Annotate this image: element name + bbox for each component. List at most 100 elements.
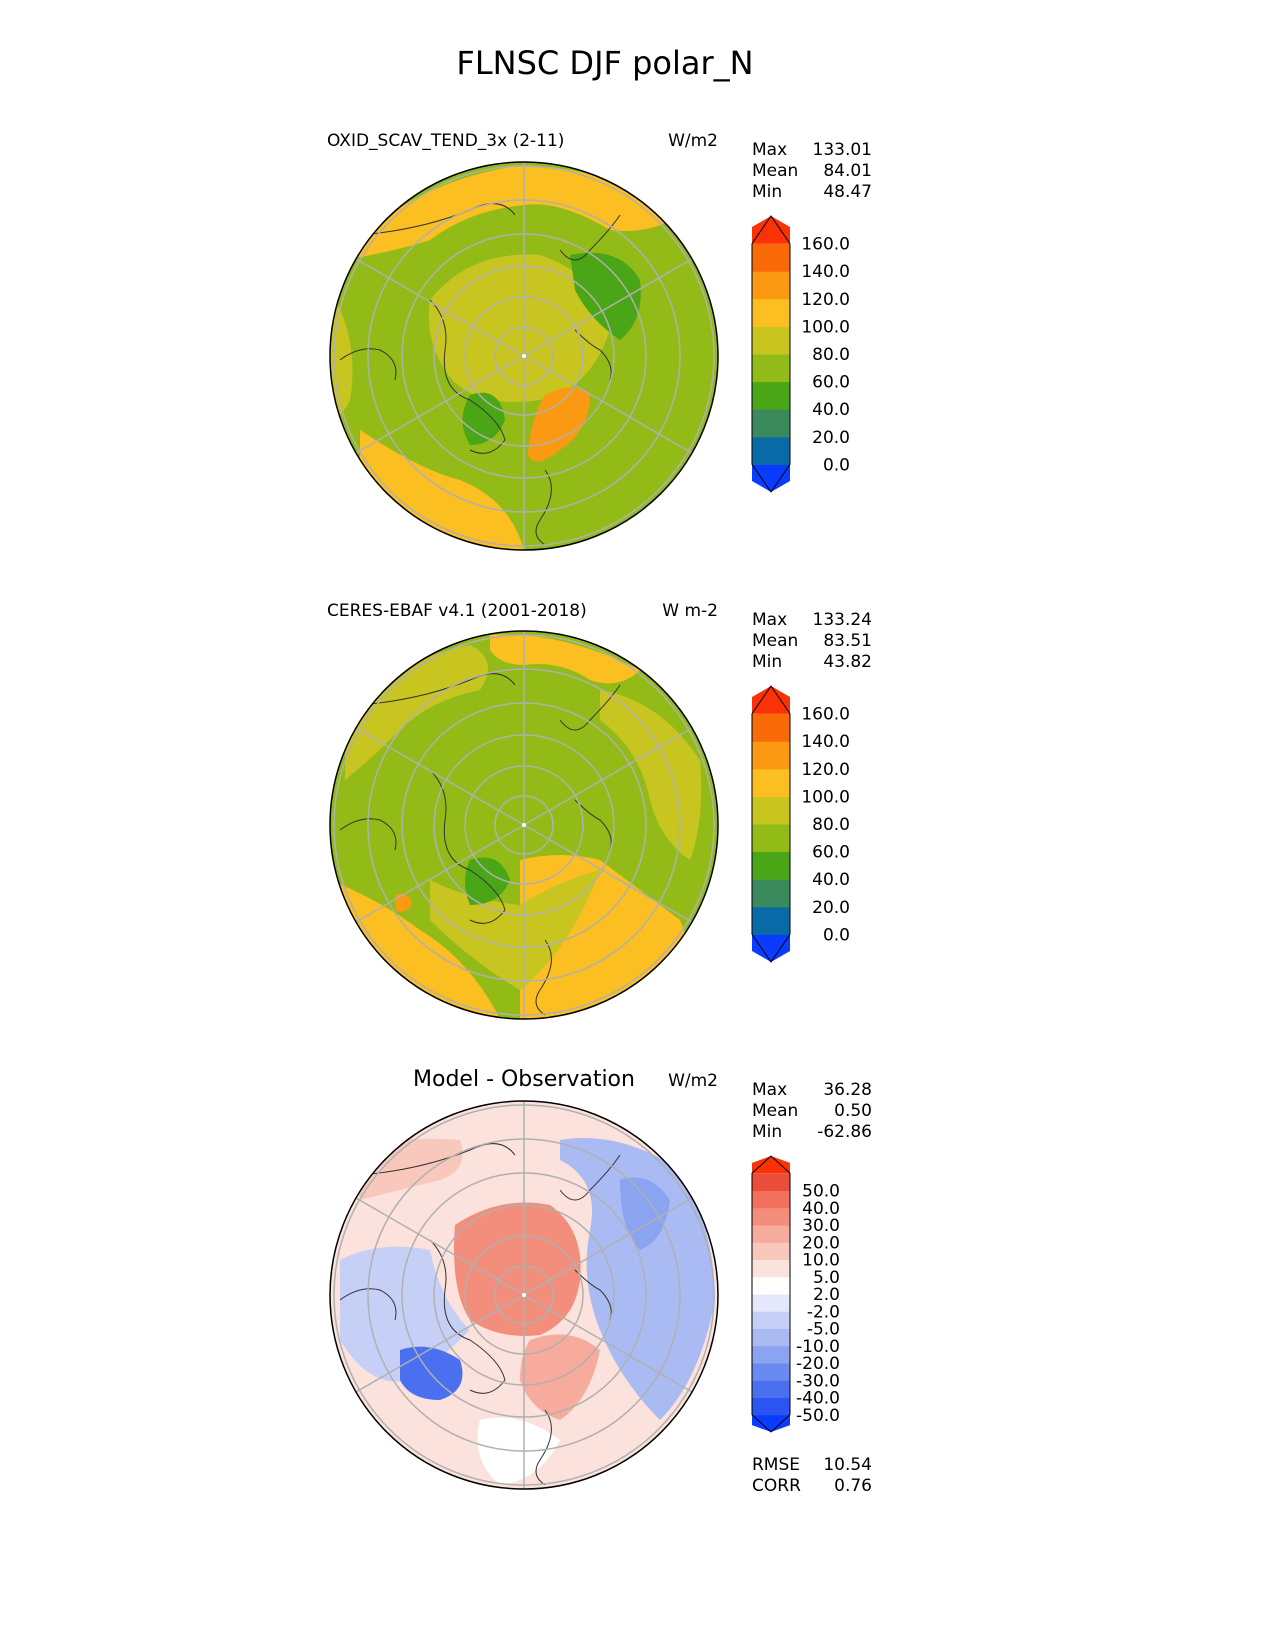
- colorbar-tick-label: 40.0: [812, 400, 850, 420]
- pole-marker: [522, 1293, 526, 1297]
- colorbar-tick-label: 80.0: [812, 345, 850, 365]
- colorbar-tick-label: -30.0: [796, 1371, 840, 1391]
- field-region-peak: [528, 387, 590, 462]
- coastline: [339, 673, 621, 1016]
- stats-table: Max 133.01 Mean 84.01 Min 48.47: [752, 140, 872, 202]
- colorbar-tick-label: -10.0: [796, 1337, 840, 1357]
- colorbar-tick-label: 50.0: [802, 1182, 840, 1202]
- colorbar-segment: [752, 879, 790, 908]
- colorbar-segment: [752, 1276, 790, 1295]
- stat-value: 0.76: [834, 1476, 872, 1496]
- stat-label: RMSE: [752, 1455, 800, 1475]
- colorbar-segment: [752, 1173, 790, 1191]
- panel-observation: CERES-EBAF v4.1 (2001-2018) W m-2 Ma: [327, 601, 872, 1020]
- colorbar-segment: [752, 409, 790, 438]
- field-region-mid: [330, 290, 353, 420]
- stat-label: Mean: [752, 631, 798, 651]
- stat-value: 48.47: [823, 182, 872, 202]
- colorbar-tick-label: 30.0: [802, 1216, 840, 1236]
- figure-title: FLNSC DJF polar_N: [456, 44, 753, 82]
- colorbar-tick-label: -2.0: [807, 1302, 840, 1322]
- colorbar-tick-label: 60.0: [812, 843, 850, 863]
- colorbar-tick-label: -20.0: [796, 1354, 840, 1374]
- colorbar-segment: [752, 1363, 790, 1381]
- panel-units: W/m2: [668, 1071, 718, 1091]
- colorbar-segment: [752, 768, 790, 797]
- colorbar-segment: [752, 686, 790, 714]
- colorbar: 0.0 20.0 40.0 60.0 80.0 100.0 120.0 140.0 160.0: [751, 215, 850, 493]
- colorbar-segment: [752, 713, 790, 742]
- colorbar-segment: [752, 243, 790, 272]
- colorbar-tick-label: 0.0: [823, 455, 850, 475]
- colorbar-tick-label: 100.0: [801, 787, 850, 807]
- panel-units: W m-2: [662, 601, 718, 621]
- diff-region-positive: [454, 1202, 581, 1336]
- diff-region-negative: [560, 1138, 715, 1420]
- colorbar-segment: [752, 1397, 790, 1416]
- colorbar-segment: [752, 934, 790, 962]
- map-border: [329, 1100, 719, 1490]
- colorbar-outline: [751, 685, 791, 963]
- colorbar-segment: [752, 1311, 790, 1329]
- stat-value: 0.50: [834, 1101, 872, 1121]
- colorbar-tick-label: 140.0: [801, 262, 850, 282]
- stat-value: 36.28: [823, 1080, 872, 1100]
- graticule: [333, 631, 715, 1019]
- colorbar-segment: [752, 1414, 790, 1432]
- panel-difference: Model - Observation W/m2 Max 3: [329, 1067, 872, 1496]
- colorbar-segment: [752, 851, 790, 880]
- colorbar: -50.0-40.0-30.0-20.0-10.0-5.0-2.02.05.01…: [751, 1155, 840, 1433]
- panel-name: OXID_SCAV_TEND_3x (2-11): [327, 131, 564, 151]
- colorbar-tick-label: 20.0: [812, 898, 850, 918]
- colorbar-tick-label: 2.0: [813, 1285, 840, 1305]
- diff-region-negative: [340, 1246, 470, 1382]
- colorbar-tick-label: 5.0: [813, 1268, 840, 1288]
- colorbar-tick-label: 10.0: [802, 1251, 840, 1271]
- colorbar-segment: [752, 1380, 790, 1398]
- stat-label: Min: [752, 182, 782, 202]
- colorbar-outline: [751, 1155, 791, 1433]
- colorbar-tick-label: 160.0: [801, 705, 850, 725]
- field-region-high: [490, 634, 640, 684]
- colorbar-tick-label: 120.0: [801, 760, 850, 780]
- colorbar-tick-label: -50.0: [796, 1406, 840, 1426]
- colorbar-tick-label: 40.0: [802, 1199, 840, 1219]
- colorbar-segment: [752, 436, 790, 465]
- stat-label: Max: [752, 610, 787, 630]
- pole-marker: [522, 823, 526, 827]
- panel-units: W/m2: [668, 131, 718, 151]
- stat-value: 133.01: [813, 140, 872, 160]
- colorbar-tick-label: 140.0: [801, 732, 850, 752]
- colorbar-segment: [752, 1242, 790, 1260]
- colorbar-segment: [752, 824, 790, 853]
- stats-table: Max 36.28 Mean 0.50 Min -62.86: [752, 1080, 872, 1142]
- pole-marker: [522, 354, 526, 358]
- map-border: [329, 161, 719, 551]
- colorbar-tick-label: 20.0: [802, 1233, 840, 1253]
- colorbar-segment: [752, 216, 790, 244]
- colorbar-segment: [752, 1207, 790, 1226]
- colorbar-segment: [752, 796, 790, 825]
- panel-model: OXID_SCAV_TEND_3x (2-11) W/m2 Max: [327, 131, 872, 551]
- stat-label: Max: [752, 1080, 787, 1100]
- stat-value: 84.01: [823, 161, 872, 181]
- field-region-low: [462, 392, 505, 445]
- colorbar-tick-label: 80.0: [812, 815, 850, 835]
- colorbar-segment: [752, 1345, 790, 1364]
- colorbar-tick-label: -5.0: [807, 1320, 840, 1340]
- colorbar-segment: [752, 464, 790, 492]
- colorbar-segment: [752, 298, 790, 327]
- field-region-mid: [429, 254, 610, 402]
- colorbar-segment: [752, 1259, 790, 1278]
- error-stats: RMSE 10.54 CORR 0.76: [752, 1455, 872, 1496]
- stat-label: CORR: [752, 1476, 801, 1496]
- colorbar-segment: [752, 354, 790, 383]
- colorbar-tick-label: -40.0: [796, 1389, 840, 1409]
- colorbar-segment: [752, 1328, 790, 1347]
- colorbar-tick-label: 160.0: [801, 235, 850, 255]
- colorbar-tick-label: 40.0: [812, 870, 850, 890]
- colorbar-tick-label: 100.0: [801, 317, 850, 337]
- stat-label: Mean: [752, 1101, 798, 1121]
- panel-name: Model - Observation: [413, 1067, 635, 1092]
